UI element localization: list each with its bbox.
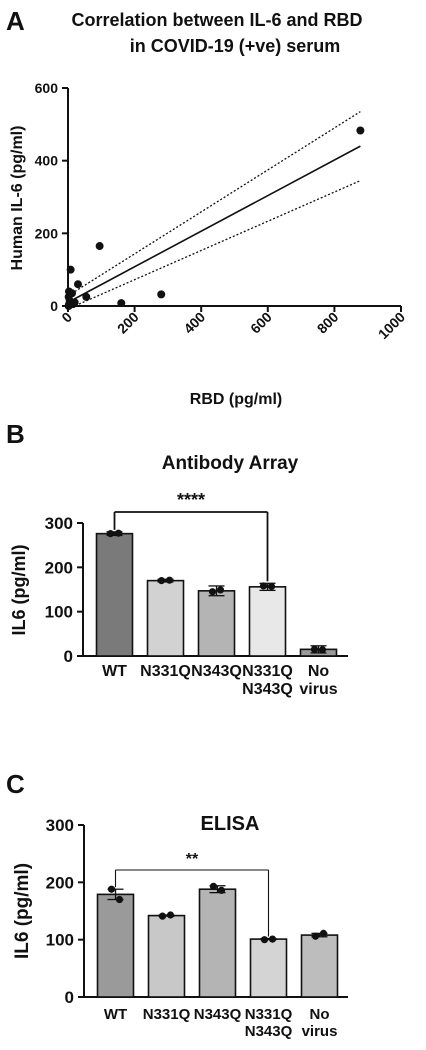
- x-tick-label: virus: [299, 681, 337, 698]
- replicate-point: [268, 935, 277, 943]
- y-axis-label: IL6 (pg/ml): [12, 863, 33, 959]
- y-tick-label: 100: [46, 931, 74, 950]
- x-tick-label: N331Q: [242, 663, 293, 680]
- x-tick-label: WT: [102, 663, 127, 680]
- replicate-point: [259, 582, 268, 590]
- bar: [197, 590, 236, 657]
- bar: [249, 938, 288, 998]
- chart-title-line-2: in COVID-19 (+ve) serum: [130, 36, 341, 56]
- replicate-point: [217, 886, 226, 894]
- y-tick-label: 400: [35, 153, 59, 169]
- data-point: [117, 299, 126, 308]
- x-tick-label: N343Q: [194, 1006, 242, 1023]
- replicate-point: [165, 576, 174, 584]
- bar: [248, 586, 287, 657]
- data-point: [82, 292, 91, 301]
- confidence-band-upper: [67, 111, 361, 297]
- x-tick-label: 0: [58, 309, 75, 326]
- x-tick-label: 800: [314, 309, 342, 337]
- significance-label: **: [186, 851, 199, 868]
- data-point: [66, 265, 75, 274]
- confidence-band-lower: [67, 180, 361, 310]
- x-tick-label: N343Q: [242, 681, 293, 698]
- x-tick-label: N343Q: [191, 663, 242, 680]
- scatter-panel: Correlation between IL-6 and RBD in COVI…: [9, 10, 408, 408]
- replicate-point: [311, 932, 320, 940]
- y-tick-label: 200: [45, 558, 73, 577]
- plot-area: 0 200 400 600 0 200 400 600 800 1000: [35, 80, 409, 342]
- x-tick-label: N331Q: [245, 1006, 293, 1023]
- y-tick-label: 300: [45, 514, 73, 533]
- replicate-point: [216, 586, 225, 594]
- bar: [95, 532, 134, 657]
- y-tick-label: 0: [65, 988, 74, 1007]
- x-tick-label: N343Q: [245, 1023, 293, 1040]
- x-tick-label: No: [308, 663, 330, 680]
- x-tick-label: WT: [104, 1006, 127, 1023]
- x-tick-label: virus: [302, 1023, 338, 1040]
- x-tick-label: 200: [114, 309, 142, 337]
- y-tick-label: 100: [45, 603, 73, 622]
- data-point: [70, 298, 79, 307]
- replicate-point: [310, 645, 319, 653]
- bar: [147, 914, 186, 998]
- panel-letter-a: A: [6, 6, 25, 36]
- bar: [198, 888, 237, 998]
- regression-line: [67, 145, 361, 304]
- y-tick-label: 0: [64, 647, 73, 666]
- bar-panel-antibody-array: Antibody Array IL6 (pg/ml) 0 100 200 300 WT N…: [9, 453, 348, 698]
- replicate-point: [115, 895, 124, 904]
- replicate-point: [158, 912, 167, 920]
- chart-title-line-1: Correlation between IL-6 and RBD: [71, 10, 362, 30]
- bar: [300, 934, 339, 998]
- y-axis-label: Human IL-6 (pg/ml): [9, 126, 26, 271]
- data-point: [95, 242, 104, 251]
- y-tick-label: 200: [35, 225, 59, 241]
- y-tick-label: 600: [35, 80, 59, 96]
- replicate-point: [209, 882, 218, 890]
- replicate-point: [114, 529, 123, 537]
- data-point: [67, 289, 76, 298]
- replicate-point: [107, 885, 116, 893]
- data-point: [356, 126, 365, 135]
- replicate-point: [166, 911, 175, 919]
- significance-label: ****: [177, 490, 205, 510]
- replicate-point: [157, 577, 166, 585]
- x-axis-label: RBD (pg/ml): [190, 391, 282, 408]
- data-point: [157, 290, 166, 299]
- x-tick-label: 1000: [375, 309, 408, 342]
- x-tick-label: N331Q: [140, 663, 191, 680]
- bar: [146, 579, 185, 657]
- y-tick-label: 200: [46, 873, 74, 892]
- replicate-point: [208, 588, 217, 596]
- bar: [96, 893, 135, 998]
- panel-letter-c: C: [6, 769, 25, 799]
- data-point: [73, 280, 82, 289]
- y-tick-label: 0: [50, 298, 58, 314]
- replicate-point: [319, 929, 328, 937]
- x-tick-label: N331Q: [143, 1006, 191, 1023]
- y-tick-label: 300: [46, 816, 74, 835]
- x-tick-label: 600: [247, 309, 275, 337]
- x-tick-label: No: [310, 1006, 330, 1023]
- replicate-point: [260, 936, 269, 944]
- replicate-point: [106, 530, 115, 538]
- x-tick-label: 400: [180, 309, 208, 337]
- y-axis-label: IL6 (pg/ml): [9, 545, 29, 636]
- chart-title: ELISA: [201, 813, 260, 835]
- replicate-point: [267, 582, 276, 590]
- chart-title: Antibody Array: [162, 453, 299, 474]
- panel-letter-b: B: [6, 419, 25, 449]
- replicate-point: [318, 646, 327, 654]
